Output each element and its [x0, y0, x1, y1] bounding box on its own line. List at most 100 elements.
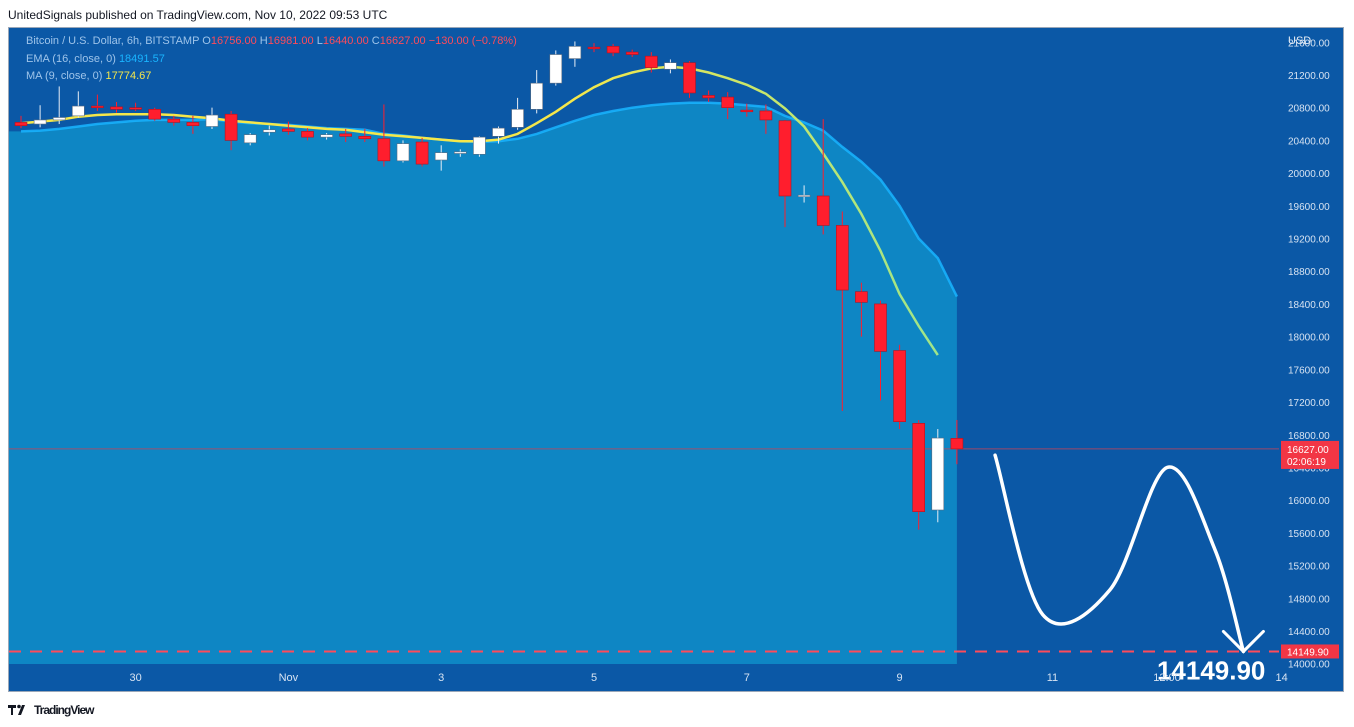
candle-body [301, 131, 314, 138]
candle[interactable] [186, 115, 200, 134]
candle[interactable] [14, 115, 28, 129]
legend-ohlc: Bitcoin / U.S. Dollar, 6h, BITSTAMP O167… [26, 35, 517, 47]
candle-body [931, 437, 945, 511]
candle[interactable] [835, 211, 849, 412]
candle[interactable] [52, 86, 66, 125]
candle-body [129, 107, 142, 110]
candle[interactable] [797, 185, 811, 203]
candle-body [816, 195, 830, 226]
candle[interactable] [129, 102, 142, 111]
candle[interactable] [702, 90, 715, 102]
candle-body [473, 136, 486, 155]
candle[interactable] [625, 49, 639, 57]
chart-frame[interactable]: 14149.90 USD 21600.00 21200.00 20800.00 2040… [8, 27, 1344, 692]
legend-ma-label: MA (9, close, 0) [26, 70, 103, 82]
candle-body [492, 127, 505, 137]
candle[interactable] [759, 104, 773, 134]
legend-ma[interactable]: MA (9, close, 0) 17774.67 [26, 70, 151, 82]
candle[interactable] [148, 107, 161, 121]
candle[interactable] [549, 50, 563, 86]
candle-body [33, 119, 47, 125]
candle[interactable] [473, 136, 486, 157]
candle-body [874, 303, 887, 352]
footer-brand[interactable]: TradingView [34, 703, 94, 717]
candle[interactable] [91, 94, 104, 111]
legend-close-label: C [371, 35, 380, 47]
candle-body [415, 141, 429, 165]
projection-layer: 14149.90 [993, 453, 1265, 685]
candle-body [339, 133, 353, 137]
candle[interactable] [167, 115, 181, 126]
footer: TradingView [8, 703, 94, 717]
candle[interactable] [950, 419, 964, 465]
target-price-tag-value: 14149.90 [1287, 647, 1329, 658]
candle[interactable] [530, 70, 544, 114]
candle[interactable] [243, 133, 257, 146]
candle[interactable] [110, 101, 123, 113]
candle[interactable] [453, 149, 467, 157]
y-tick-label: 17600.00 [1288, 365, 1330, 376]
x-tick-label: 7 [744, 672, 750, 684]
candle-body [778, 120, 792, 197]
candle[interactable] [721, 92, 735, 120]
candle[interactable] [664, 59, 677, 74]
candle[interactable] [282, 121, 295, 135]
legend-ma-value: 17774.67 [105, 70, 152, 82]
y-tick-label: 20400.00 [1288, 136, 1330, 147]
candle-body [530, 82, 544, 110]
candle[interactable] [434, 145, 448, 171]
candle-body [625, 51, 639, 55]
candle[interactable] [606, 43, 620, 57]
candle-body [71, 105, 85, 117]
projection-curve[interactable] [993, 453, 1246, 654]
candle[interactable] [320, 133, 333, 140]
y-tick-label: 21600.00 [1288, 38, 1330, 49]
candle[interactable] [740, 103, 754, 117]
candle[interactable] [644, 52, 658, 73]
candle[interactable] [396, 140, 410, 163]
candle-body [243, 134, 257, 144]
candle[interactable] [492, 126, 505, 144]
ema-area-fill [9, 102, 957, 665]
candle[interactable] [568, 41, 582, 67]
y-tick-label: 20000.00 [1288, 169, 1330, 180]
candle[interactable] [377, 104, 391, 167]
candle-body [702, 95, 715, 99]
candle[interactable] [931, 429, 945, 523]
target-price-label: 14149.90 [1157, 655, 1265, 685]
candle-body [186, 122, 200, 126]
candle[interactable] [415, 137, 429, 167]
candle[interactable] [205, 107, 219, 129]
candle[interactable] [912, 420, 926, 530]
candle-body [358, 136, 372, 140]
candle[interactable] [587, 43, 601, 53]
candle-body [511, 109, 524, 128]
candle[interactable] [224, 110, 238, 151]
candle[interactable] [816, 119, 830, 235]
current-price-value: 16627.00 [1287, 445, 1329, 456]
candle-body [759, 110, 773, 121]
candle[interactable] [71, 91, 85, 118]
candle-body [740, 109, 754, 113]
tradingview-logo-icon [8, 704, 25, 715]
candle[interactable] [358, 128, 372, 143]
y-tick-label: 20800.00 [1288, 104, 1330, 115]
candle-body [721, 96, 735, 108]
candle[interactable] [855, 282, 868, 337]
candle[interactable] [683, 61, 696, 98]
x-tick-label: 11 [1047, 672, 1058, 684]
candle[interactable] [511, 97, 524, 130]
candle-body [396, 143, 410, 162]
candle[interactable] [874, 300, 887, 401]
legend-ema[interactable]: EMA (16, close, 0) 18491.57 [26, 53, 165, 65]
current-price-countdown: 02:06:19 [1287, 457, 1326, 468]
candle[interactable] [33, 105, 47, 128]
candle[interactable] [893, 344, 906, 430]
candle[interactable] [301, 128, 314, 141]
legend-low-label: L [316, 35, 323, 47]
y-tick-label: 19200.00 [1288, 235, 1330, 246]
candle[interactable] [263, 125, 276, 136]
candle[interactable] [778, 119, 792, 228]
candle[interactable] [339, 128, 353, 143]
